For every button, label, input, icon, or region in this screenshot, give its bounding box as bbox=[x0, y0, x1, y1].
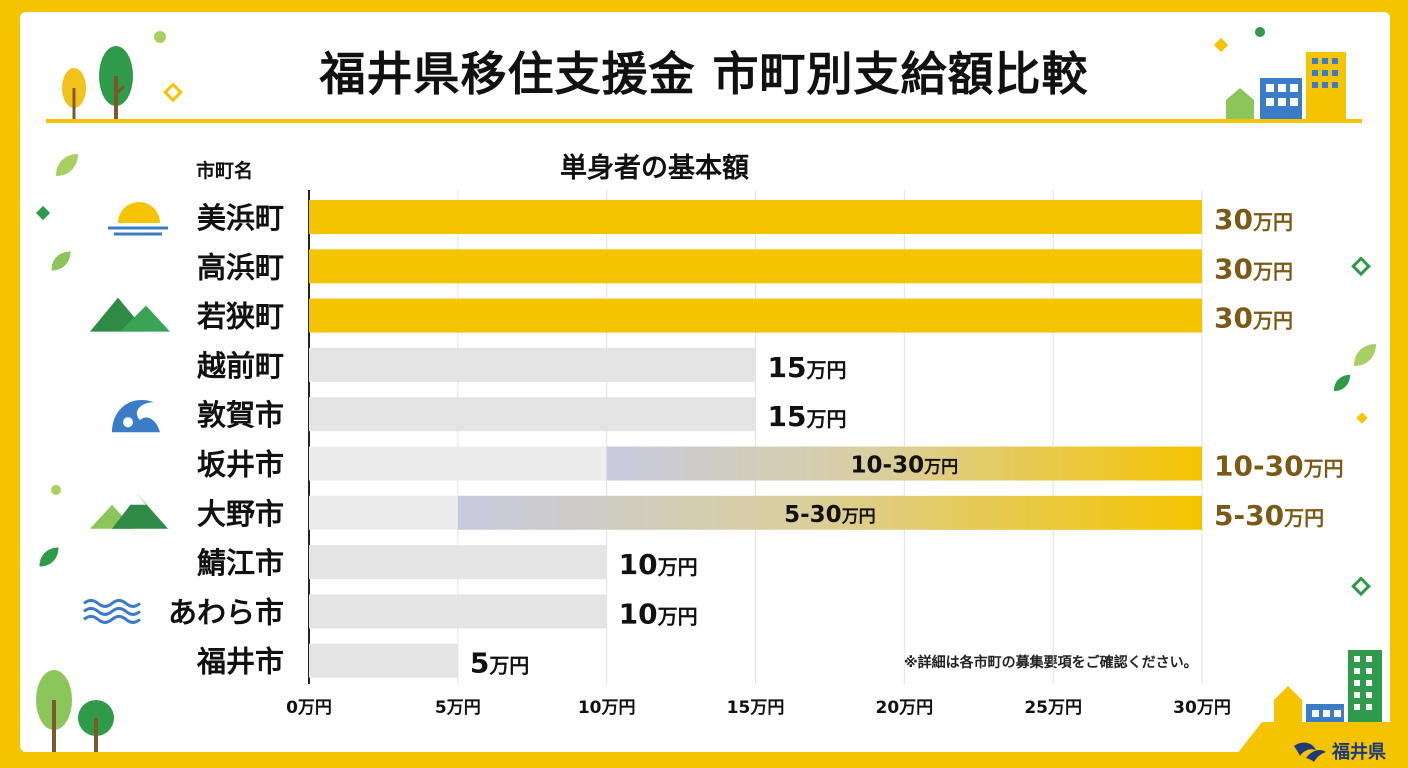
bar bbox=[309, 397, 756, 432]
bar-inner-label: 10-30万円 bbox=[851, 453, 959, 479]
data-label: 5万円 bbox=[470, 647, 529, 680]
x-tick-label: 20万円 bbox=[875, 698, 933, 718]
data-label: 30万円 bbox=[1214, 252, 1293, 285]
sunrise-icon bbox=[108, 202, 168, 236]
bar bbox=[309, 594, 607, 629]
x-tick-label: 10万円 bbox=[578, 698, 636, 718]
prefecture-logo-bg bbox=[1226, 722, 1408, 768]
bar bbox=[309, 643, 458, 678]
data-label: 10万円 bbox=[619, 597, 698, 630]
wave-icon bbox=[112, 399, 160, 433]
title-divider bbox=[46, 119, 1362, 123]
category-label: 坂井市 bbox=[197, 448, 284, 482]
prefecture-logo-text: 福井県 bbox=[1332, 742, 1386, 763]
bar bbox=[309, 249, 1202, 284]
frame bbox=[20, 12, 1390, 752]
category-label: 福井市 bbox=[196, 645, 284, 679]
data-label: 30万円 bbox=[1214, 203, 1293, 236]
water-waves-icon bbox=[83, 598, 141, 624]
column-header: 市町名 bbox=[196, 160, 254, 182]
tree-icon bbox=[62, 46, 133, 122]
diamond-icon bbox=[163, 82, 183, 103]
diamond-icon bbox=[35, 205, 51, 221]
bar-base bbox=[309, 446, 607, 481]
dot-icon bbox=[154, 31, 166, 43]
x-tick-label: 15万円 bbox=[727, 698, 785, 718]
category-label: 高浜町 bbox=[197, 250, 284, 284]
bar bbox=[309, 200, 1202, 234]
category-label: 若狭町 bbox=[197, 300, 284, 334]
leaf-icon bbox=[51, 251, 71, 271]
diamond-icon bbox=[1351, 576, 1371, 597]
buildings-icon bbox=[1274, 650, 1382, 732]
x-tick-label: 0万円 bbox=[286, 698, 332, 718]
bar-inner-label: 5-30万円 bbox=[784, 502, 876, 528]
category-label: 越前町 bbox=[197, 349, 284, 383]
dot-icon bbox=[51, 485, 61, 495]
data-label: 15万円 bbox=[768, 400, 847, 433]
bar bbox=[309, 298, 1202, 333]
bar bbox=[309, 545, 607, 580]
x-tick-label: 25万円 bbox=[1024, 698, 1082, 718]
data-label: 30万円 bbox=[1214, 302, 1293, 335]
leaf-icon bbox=[1354, 344, 1376, 366]
page-title: 福井県移住支援金 市町別支給額比較 bbox=[319, 47, 1089, 101]
bar-range bbox=[606, 446, 1202, 481]
category-label: 大野市 bbox=[197, 497, 284, 531]
diamond-icon bbox=[1351, 256, 1371, 277]
snow-mountains-icon bbox=[90, 494, 168, 529]
bar-base bbox=[309, 495, 458, 530]
prefecture-logo-icon bbox=[1294, 742, 1326, 762]
leaf-icon bbox=[1333, 374, 1351, 392]
bar bbox=[309, 347, 756, 382]
tree-icon bbox=[36, 670, 114, 752]
category-label: 美浜町 bbox=[197, 201, 284, 235]
data-label: 5-30万円 bbox=[1214, 499, 1324, 532]
mountains-icon bbox=[90, 297, 170, 332]
category-label: 敦賀市 bbox=[197, 398, 284, 432]
bar-range bbox=[457, 495, 1202, 530]
footnote: ※詳細は各市町の募集要項をご確認ください。 bbox=[904, 655, 1198, 671]
diamond-icon bbox=[1356, 412, 1368, 424]
leaf-icon bbox=[56, 154, 78, 176]
x-tick-label: 5万円 bbox=[435, 698, 481, 718]
data-label: 10-30万円 bbox=[1214, 450, 1344, 483]
chart-subtitle: 単身者の基本額 bbox=[560, 153, 749, 184]
dot-icon bbox=[1255, 27, 1265, 37]
category-label: あわら市 bbox=[168, 595, 284, 629]
data-label: 15万円 bbox=[768, 351, 847, 384]
buildings-icon bbox=[1213, 37, 1346, 120]
category-label: 鯖江市 bbox=[197, 546, 284, 580]
data-label: 10万円 bbox=[619, 548, 698, 581]
x-tick-label: 30万円 bbox=[1173, 698, 1231, 718]
leaf-icon bbox=[39, 547, 59, 567]
